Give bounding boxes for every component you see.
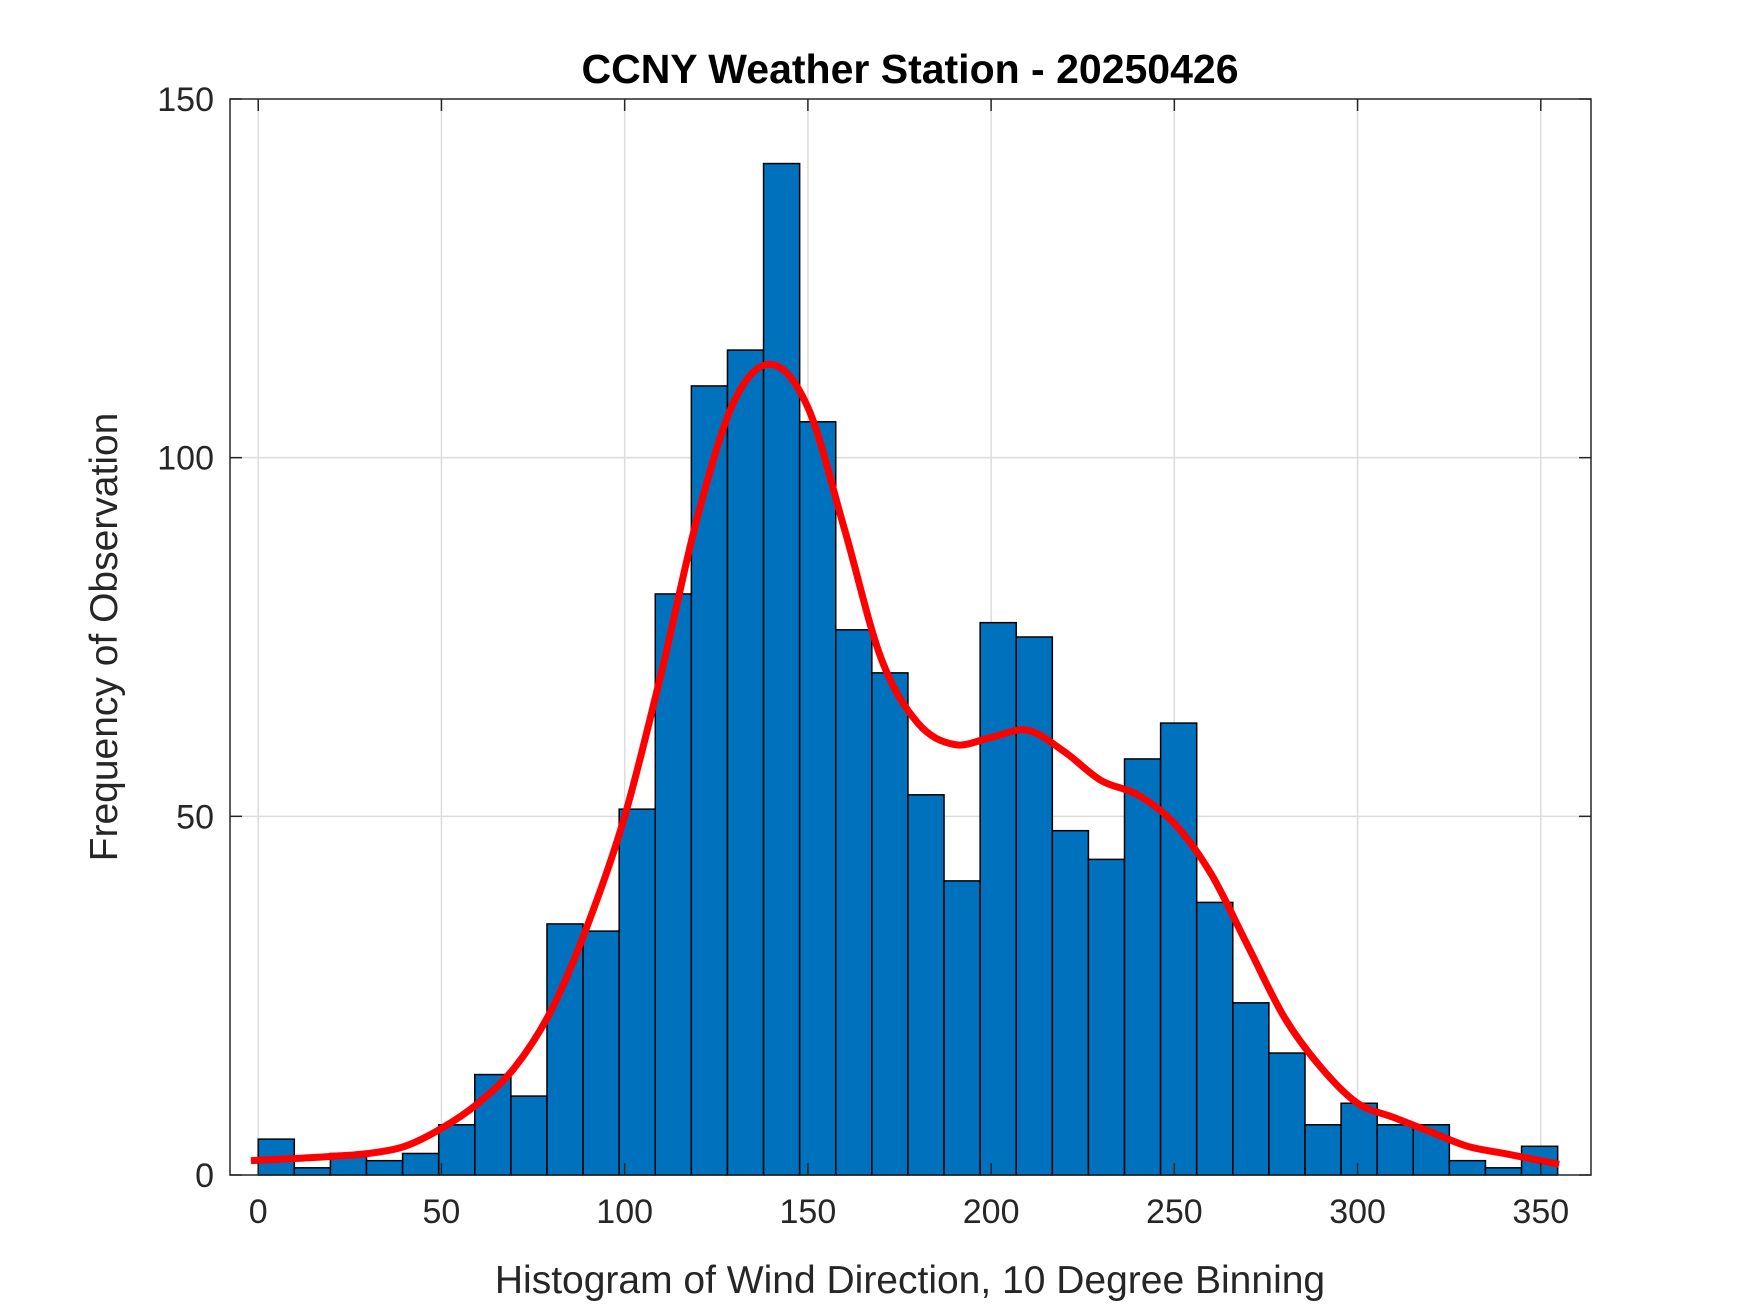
- histogram-bar: [834, 629, 873, 1176]
- density-curve-line: [250, 360, 1560, 1168]
- histogram-bar: [690, 385, 729, 1176]
- histogram-bar: [1376, 1124, 1415, 1176]
- histogram-bar: [907, 794, 945, 1176]
- histogram-bar: [618, 808, 657, 1176]
- histogram-bar: [1087, 858, 1126, 1176]
- axes-box: [229, 98, 1592, 1176]
- histogram-bar: [654, 593, 693, 1176]
- x-tick-label: 200: [963, 1193, 1020, 1231]
- histogram-bar: [726, 349, 765, 1176]
- histogram-bar: [437, 1124, 476, 1176]
- x-tick-label: 50: [423, 1193, 461, 1231]
- histogram-bar: [943, 880, 981, 1176]
- axis-ticks: 0 50 100 150 200 250 300 350 0 50 100 150: [157, 81, 1591, 1231]
- histogram-bar: [1015, 636, 1054, 1176]
- histogram-bar: [1304, 1124, 1342, 1176]
- histogram-bar: [1051, 829, 1090, 1176]
- x-tick-label: 100: [596, 1193, 653, 1231]
- histogram-bar: [1340, 1102, 1378, 1176]
- x-tick-label: 0: [249, 1193, 268, 1231]
- histogram-bar: [546, 923, 584, 1176]
- y-tick-label: 100: [157, 440, 214, 478]
- histogram-bar: [510, 1095, 548, 1176]
- histogram-bar: [401, 1152, 440, 1176]
- histogram-bar: [762, 162, 801, 1176]
- y-tick-label: 150: [157, 81, 214, 119]
- histogram-bar: [979, 621, 1017, 1176]
- histogram-bar: [365, 1159, 404, 1176]
- y-axis-label: Frequency of Observation: [83, 413, 126, 862]
- histogram-bar: [293, 1167, 332, 1176]
- histogram-bars: [257, 162, 1559, 1176]
- x-tick-label: 350: [1512, 1193, 1569, 1231]
- histogram-bar: [582, 930, 620, 1176]
- histogram-bar: [1123, 758, 1162, 1176]
- histogram-bar: [1195, 901, 1234, 1176]
- density-curve: [250, 360, 1560, 1168]
- histogram-bar: [798, 421, 837, 1176]
- histogram-bar: [1159, 722, 1198, 1176]
- histogram-bar: [1268, 1052, 1306, 1176]
- histogram-bar: [1484, 1167, 1523, 1176]
- y-tick-label: 0: [195, 1157, 214, 1195]
- x-tick-label: 250: [1146, 1193, 1203, 1231]
- x-axis-label: Histogram of Wind Direction, 10 Degree B…: [495, 1259, 1325, 1302]
- histogram-bar: [871, 672, 909, 1176]
- x-tick-label: 300: [1329, 1193, 1386, 1231]
- histogram-bar: [1232, 1002, 1270, 1176]
- chart-title: CCNY Weather Station - 20250426: [581, 46, 1238, 92]
- x-tick-label: 150: [780, 1193, 837, 1231]
- histogram-bar: [1448, 1159, 1487, 1176]
- y-tick-label: 50: [176, 798, 214, 836]
